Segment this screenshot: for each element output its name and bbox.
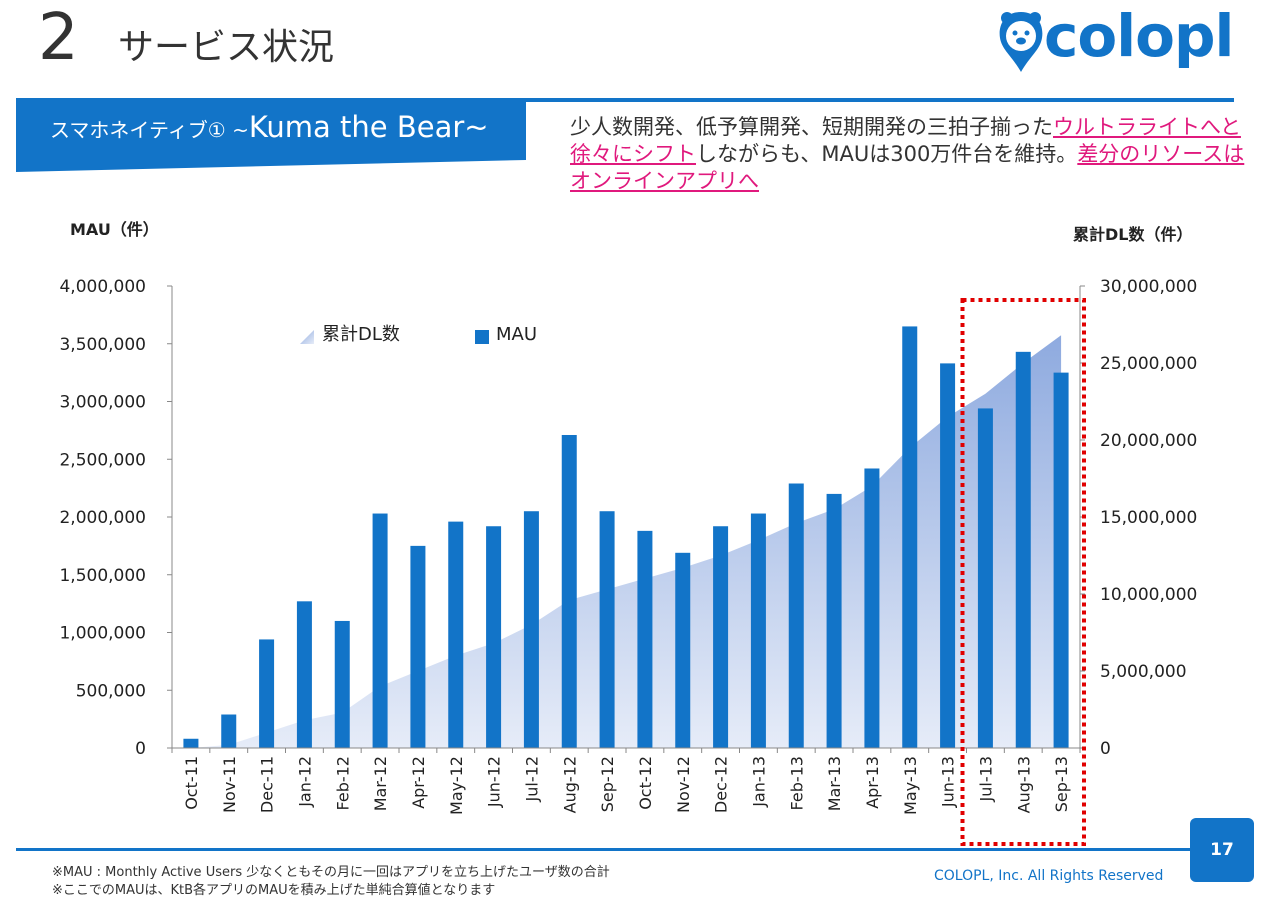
bar-Oct-12 — [637, 530, 653, 748]
logo-text: colopl — [1044, 2, 1234, 70]
footnote-1: ※MAU : Monthly Active Users 少なくともその月に一回は… — [52, 865, 610, 880]
x-tick-label: Sep-13 — [1052, 756, 1071, 812]
left-tick-label: 2,000,000 — [59, 508, 146, 528]
right-tick-label: 0 — [1100, 739, 1111, 759]
x-tick-label: Aug-13 — [1014, 756, 1033, 813]
right-tick-label: 20,000,000 — [1100, 431, 1197, 451]
bar-Jul-12 — [523, 511, 539, 748]
bar-Apr-13 — [864, 468, 880, 748]
left-tick-label: 3,000,000 — [59, 393, 146, 413]
bar-May-12 — [448, 521, 464, 748]
right-tick-label: 10,000,000 — [1100, 585, 1197, 605]
description-part1: 少人数開発、低予算開発、短期開発の三拍子揃った — [570, 115, 1053, 139]
legend-swatch-downloads — [300, 330, 314, 344]
bar-Dec-12 — [713, 526, 729, 748]
x-tick-label: Jan-13 — [749, 756, 768, 808]
left-tick-label: 3,500,000 — [59, 335, 146, 355]
bar-Jun-13 — [940, 363, 956, 748]
x-tick-label: Apr-13 — [863, 756, 882, 809]
banner-text: スマホネイティブ① ~Kuma the Bear~ — [50, 110, 489, 144]
footer-rule — [16, 848, 1190, 851]
area-series-downloads — [190, 335, 1062, 748]
bar-Apr-12 — [410, 545, 426, 748]
x-tick-label: Dec-11 — [258, 756, 277, 813]
bar-Jul-13 — [977, 408, 993, 748]
x-tick-label: Feb-13 — [787, 756, 806, 810]
copyright: COLOPL, Inc. All Rights Reserved — [934, 868, 1164, 884]
description-highlight1: ウルトラライトへと徐々にシフト — [570, 115, 1241, 166]
bar-Mar-13 — [826, 493, 842, 748]
left-tick-label: 2,500,000 — [59, 450, 146, 470]
right-tick-label: 5,000,000 — [1100, 662, 1187, 682]
bar-Feb-13 — [788, 483, 804, 748]
right-axis-title: 累計DL数（件） — [1073, 225, 1193, 244]
description: 少人数開発、低予算開発、短期開発の三拍子揃ったウルトラライトへと徐々にシフトしな… — [570, 114, 1250, 195]
x-tick-label: Feb-12 — [333, 756, 352, 810]
x-tick-label: Jun-12 — [485, 756, 504, 808]
left-tick-label: 1,500,000 — [59, 566, 146, 586]
left-tick-label: 1,000,000 — [59, 624, 146, 644]
x-tick-label: Apr-12 — [409, 756, 428, 809]
x-tick-label: Sep-12 — [598, 756, 617, 812]
footnote-2: ※ここでのMAUは、KtB各アプリのMAUを積み上げた単純合算値となります — [52, 883, 496, 898]
x-tick-label: Jun-13 — [939, 756, 958, 808]
x-tick-label: Dec-12 — [712, 756, 731, 813]
bar-Feb-12 — [334, 620, 350, 748]
right-tick-label: 15,000,000 — [1100, 508, 1197, 528]
slide-title: サービス状況 — [118, 27, 335, 68]
header-rule — [16, 98, 1234, 102]
bar-Nov-12 — [675, 552, 691, 748]
x-tick-label: Oct-11 — [182, 756, 201, 810]
bar-May-13 — [902, 326, 918, 748]
colopl-logo: colopl — [996, 2, 1236, 78]
left-tick-label: 500,000 — [76, 681, 146, 701]
x-tick-label: Aug-12 — [560, 756, 579, 813]
banner-prefix: スマホネイティブ① ~ — [50, 118, 249, 142]
bar-Sep-12 — [599, 511, 615, 748]
x-tick-label: Oct-12 — [636, 756, 655, 810]
x-tick-label: Mar-12 — [371, 756, 390, 811]
bar-Dec-11 — [259, 639, 275, 748]
bar-Oct-11 — [183, 738, 199, 748]
bar-Aug-12 — [561, 434, 577, 748]
legend-label-downloads: 累計DL数 — [322, 324, 400, 345]
bar-Nov-11 — [221, 714, 237, 748]
bear-icon — [999, 12, 1043, 72]
bar-Mar-12 — [372, 513, 388, 748]
bar-Jun-12 — [486, 526, 502, 748]
x-tick-label: Jul-13 — [976, 756, 995, 802]
page-number: 17 — [1190, 818, 1254, 882]
bar-Jan-12 — [296, 601, 312, 748]
section-banner: スマホネイティブ① ~Kuma the Bear~ — [16, 102, 526, 172]
x-tick-label: Nov-12 — [674, 756, 693, 813]
slide-number: 2 — [38, 1, 79, 75]
right-tick-label: 30,000,000 — [1100, 277, 1197, 297]
description-highlight2: 差分のリソースはオンラインアプリへ — [570, 142, 1245, 193]
x-tick-label: Jul-12 — [522, 756, 541, 802]
legend-swatch-mau — [475, 330, 489, 344]
left-tick-label: 0 — [135, 739, 146, 759]
left-axis-title: MAU（件） — [70, 220, 159, 239]
x-tick-label: Nov-11 — [220, 756, 239, 813]
left-tick-label: 4,000,000 — [59, 277, 146, 297]
legend-label-mau: MAU — [496, 324, 537, 345]
right-tick-label: 25,000,000 — [1100, 354, 1197, 374]
x-tick-label: Jan-12 — [295, 756, 314, 808]
x-tick-label: Mar-13 — [825, 756, 844, 811]
highlight-box — [960, 298, 1086, 846]
x-tick-label: May-13 — [901, 756, 920, 815]
bar-Aug-13 — [1015, 351, 1031, 748]
banner-suffix: ~ — [464, 110, 489, 144]
description-part2: しながらも、MAUは300万件台を維持。 — [696, 142, 1078, 166]
banner-name: Kuma the Bear — [248, 110, 465, 144]
bar-Jan-13 — [750, 513, 766, 748]
x-tick-label: May-12 — [447, 756, 466, 815]
bar-Sep-13 — [1053, 372, 1069, 748]
